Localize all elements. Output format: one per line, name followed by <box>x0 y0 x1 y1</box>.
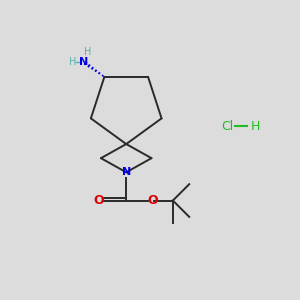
Text: H: H <box>69 57 76 67</box>
Text: H: H <box>251 120 260 133</box>
Text: Cl: Cl <box>221 120 233 133</box>
Text: N: N <box>79 57 88 67</box>
Text: N: N <box>122 167 131 177</box>
Text: O: O <box>147 194 158 207</box>
Text: O: O <box>93 194 104 207</box>
Text: H: H <box>84 47 91 57</box>
